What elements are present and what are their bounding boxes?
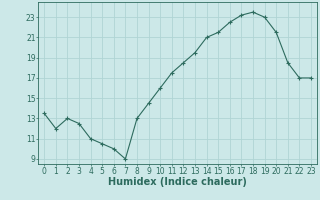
X-axis label: Humidex (Indice chaleur): Humidex (Indice chaleur) [108, 177, 247, 187]
